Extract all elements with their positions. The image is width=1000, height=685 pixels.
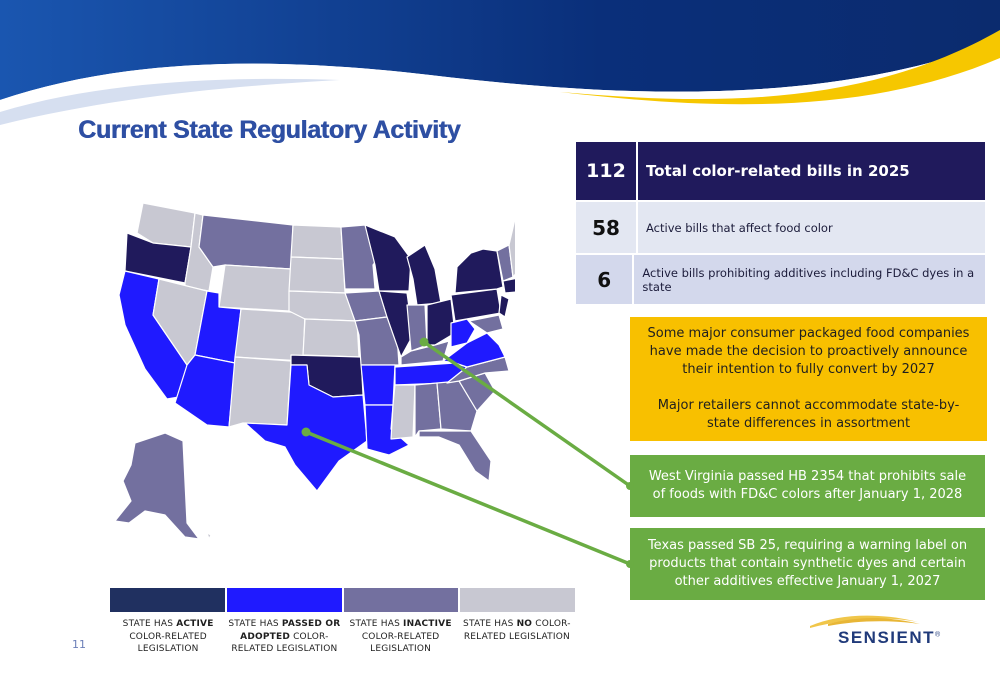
legend-swatch-passed [226,588,342,612]
stat-number: 58 [576,202,638,253]
legend-label-none: STATE HAS NO COLOR-RELATED LEGISLATION [463,619,571,642]
state-montana [198,214,294,270]
legend-swatch-none [460,588,575,612]
legend-label-active: STATE HAS ACTIVE COLOR-RELATED LEGISLATI… [122,619,214,654]
stat-label: Total color-related bills in 2025 [646,162,910,180]
callout-text-companies: Some major consumer packaged food compan… [647,326,970,377]
state-maine [508,218,515,278]
state-florida [418,430,492,482]
callout-west-virginia: West Virginia passed HB 2354 that prohib… [630,455,985,517]
stat-number: 6 [576,255,635,304]
page-number: 11 [72,638,86,651]
logo-wordmark: SENSIENT® [838,628,942,647]
state-new-mexico [228,356,292,428]
state-wisconsin [364,224,412,292]
callout-text-west-virginia: West Virginia passed HB 2354 that prohib… [648,469,967,502]
stats-table: 112 Total color-related bills in 2025 58… [576,142,985,306]
state-michigan [406,244,442,306]
map-legend: STATE HAS ACTIVE COLOR-RELATED LEGISLATI… [110,588,575,656]
callout-text-texas: Texas passed SB 25, requiring a warning … [647,538,968,589]
state-alabama [414,382,442,438]
state-north-dakota [290,224,344,260]
stat-number: 112 [576,142,638,200]
logo-swoosh-icon [810,615,920,628]
state-colorado [234,308,306,362]
sensient-logo: SENSIENT® [808,612,948,652]
legend-swatch-inactive [343,588,459,612]
state-massachusetts-ct-ri [502,277,515,294]
state-maryland [468,314,504,334]
state-south-dakota [288,256,346,294]
us-state-legislation-map: .st-active { fill: #201a5c; } .st-passed… [114,202,515,540]
state-hawaii [206,532,212,540]
stat-row-prohibiting-bills: 6 Active bills prohibiting additives inc… [576,255,985,306]
state-arkansas [360,364,396,406]
stat-row-total-bills: 112 Total color-related bills in 2025 [576,142,985,202]
state-kansas [302,318,360,358]
state-indiana [406,304,428,352]
page-title: Current State Regulatory Activity [78,116,461,144]
state-alaska [114,432,200,540]
state-wyoming [218,264,292,312]
state-new-york [454,248,504,294]
header-wave-banner [0,0,1000,130]
legend-label-passed: STATE HAS PASSED OR ADOPTED COLOR-RELATE… [228,619,341,654]
legend-label-inactive: STATE HAS INACTIVE COLOR-RELATED LEGISLA… [349,619,452,654]
callout-industry-conversion: Some major consumer packaged food compan… [630,317,987,441]
legend-swatch-active [110,588,225,612]
callout-text-retailers: Major retailers cannot accommodate state… [657,398,960,431]
stat-label: Active bills that affect food color [646,220,833,235]
legend-swatches [110,588,575,612]
state-new-jersey [498,294,510,318]
state-mississippi [390,384,416,440]
stat-row-active-bills: 58 Active bills that affect food color [576,202,985,255]
callout-texas: Texas passed SB 25, requiring a warning … [630,528,985,600]
stat-label: Active bills prohibiting additives inclu… [642,265,975,294]
state-illinois [378,290,414,358]
